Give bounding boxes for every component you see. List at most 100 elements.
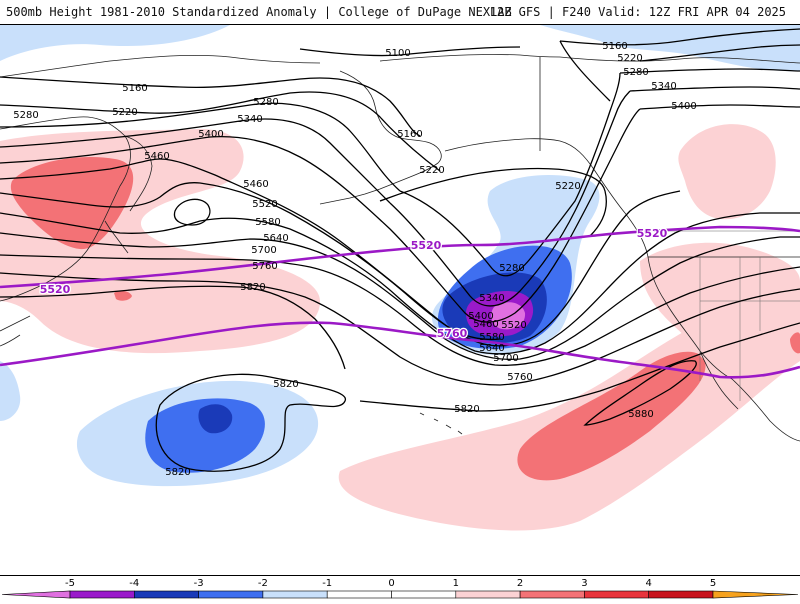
legend-tick-label: 1 (453, 578, 459, 589)
legend-tick-label: 2 (517, 578, 523, 589)
anomaly-pos1-east-pacific (338, 289, 800, 531)
contour-label-5520b: 5520 (501, 320, 526, 331)
anomaly-neg1-arctic (0, 25, 230, 61)
contour-label-5640a: 5640 (263, 233, 288, 244)
contour-5220-west (0, 91, 441, 172)
contour-5400-west (0, 136, 211, 164)
contour-5640 (0, 232, 800, 361)
legend-tick-label: -3 (194, 578, 204, 589)
contour-5460-closed (173, 198, 211, 226)
contour-label-5700a: 5700 (251, 245, 276, 256)
contour-label-5340b: 5340 (479, 293, 504, 304)
legend-segment (391, 590, 457, 599)
contour-5400-trough (209, 108, 641, 323)
legend-arrow-right (712, 590, 799, 599)
contour-5100 (299, 46, 521, 57)
coast-kuril (104, 220, 129, 254)
contour-label-5340a: 5340 (237, 114, 262, 125)
contour-label-5700b: 5700 (493, 353, 518, 364)
highlight-5520 (0, 225, 800, 289)
legend-tick-label: -5 (65, 578, 75, 589)
legend-segment (69, 590, 135, 599)
legend-tick-label: -4 (129, 578, 139, 589)
height-contours (0, 28, 800, 472)
legend-tick-label: 5 (710, 578, 716, 589)
legend-tick-label: 4 (646, 578, 652, 589)
contour-label-5520a: 5520 (252, 199, 277, 210)
contour-label-5340c: 5340 (651, 81, 676, 92)
map-panel: 5100 5160 5160 5160 5220 5220 5220 5220 5280 5280… (0, 24, 800, 576)
contour-label-5160a: 5160 (122, 83, 147, 94)
map-title: 500mb Height 1981-2010 Standardized Anom… (6, 5, 512, 19)
contour-5340-east (629, 86, 800, 92)
title-bar: 500mb Height 1981-2010 Standardized Anom… (0, 0, 800, 24)
contour-label-5580a: 5580 (255, 217, 280, 228)
contour-label-5820a: 5820 (240, 282, 265, 293)
contour-5820-east (359, 322, 800, 412)
model-run-info: 12Z GFS | F240 Valid: 12Z FRI APR 04 202… (489, 5, 786, 19)
anomaly-pos2-small (114, 290, 132, 301)
anomaly-neg3-south-pacific (198, 404, 233, 434)
coast-siberia-north (0, 54, 321, 78)
legend-segment (584, 590, 650, 599)
legend-bars (1, 590, 799, 599)
contour-5280-trough (399, 72, 621, 277)
highlight-5760 (0, 321, 800, 379)
highlight-label-p5520a: 5520 (40, 283, 71, 296)
contour-5160-west (0, 76, 421, 137)
contour-label-5220c: 5220 (555, 181, 580, 192)
map-svg: 5100516051605160522052205220522052805280… (0, 25, 800, 575)
anomaly-neg1-arctic-east (540, 25, 800, 72)
highlight-label-p5520c: 5520 (637, 227, 668, 240)
legend-segment (134, 590, 199, 599)
contour-label-5400b: 5400 (468, 311, 493, 322)
coast-alaska-south (444, 138, 626, 214)
legend-ticks: -5 -4 -3 -2 -1 0 1 2 3 4 5 (65, 578, 716, 589)
legend-tick-label: 3 (581, 578, 587, 589)
contour-5820-closed (155, 373, 346, 472)
contour-label-5400a: 5400 (198, 129, 223, 140)
contour-label-5820b: 5820 (273, 379, 298, 390)
coast-mexico (731, 378, 800, 442)
legend-tick-label: -1 (322, 578, 332, 589)
contour-label-5220a: 5220 (112, 107, 137, 118)
legend-segment (648, 590, 714, 599)
legend-tick-label: -2 (258, 578, 268, 589)
contour-label-5400c: 5400 (671, 101, 696, 112)
contour-5820-west (0, 285, 346, 370)
contour-label-5820c: 5820 (165, 467, 190, 478)
anomaly-pos2-baja (790, 332, 800, 354)
contour-label-5760b: 5760 (507, 372, 532, 383)
coastlines (0, 54, 800, 442)
contour-label-5880: 5880 (628, 409, 653, 420)
contour-5280-west (0, 102, 401, 192)
contour-5400-east (639, 104, 800, 110)
legend-tick-label: 0 (388, 578, 394, 589)
color-legend: -5 -4 -3 -2 -1 0 1 2 3 4 5 (0, 576, 800, 600)
coast-hawaii (419, 412, 463, 435)
coast-kamchatka (124, 135, 153, 212)
contour-label-5460a: 5460 (144, 151, 169, 162)
coast-state-lines (660, 230, 800, 401)
contour-label-5100: 5100 (385, 48, 410, 59)
contour-labels: 5100516051605160522052205220522052805280… (13, 41, 696, 478)
coast-baja (699, 350, 739, 410)
highlight-label-p5520b: 5520 (411, 239, 442, 252)
contour-label-5460b: 5460 (243, 179, 268, 190)
contour-5220-trough (379, 167, 607, 237)
contour-5160-pacnw (559, 40, 611, 102)
coast-bc (624, 212, 733, 380)
legend-segment (519, 590, 585, 599)
contour-5220-east (639, 44, 800, 62)
contour-label-5760a: 5760 (252, 261, 277, 272)
contour-label-5640b: 5640 (479, 343, 504, 354)
contour-5280-east (619, 68, 800, 74)
legend-segment (262, 590, 328, 599)
contour-5700 (0, 254, 800, 366)
contour-label-5280b: 5280 (253, 97, 278, 108)
anomaly-neg2-south-pacific (145, 398, 265, 473)
legend-segment (455, 590, 521, 599)
highlight-label-p5760: 5760 (437, 327, 468, 340)
contour-5340-west (0, 118, 391, 204)
contour-5160-east (559, 28, 800, 46)
